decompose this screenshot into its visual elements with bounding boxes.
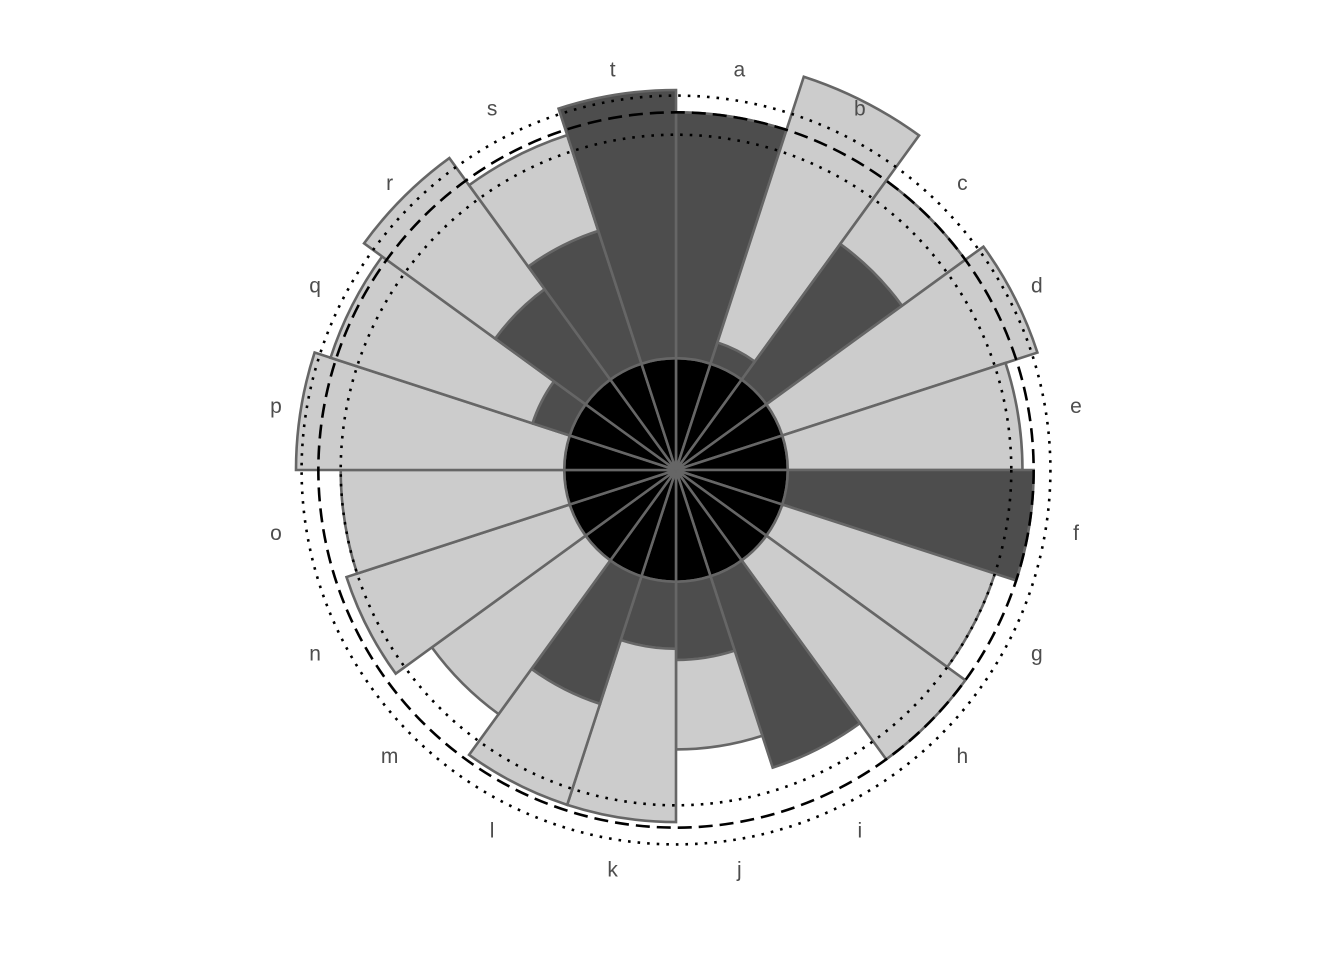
category-label-q: q (309, 275, 321, 298)
category-label-l: l (490, 819, 495, 842)
category-label-p: p (270, 395, 282, 418)
bar-e-segment-3 (780, 361, 1024, 472)
category-label-o: o (270, 522, 282, 545)
category-label-s: s (487, 98, 498, 121)
category-label-j: j (736, 859, 742, 882)
bar-n-segment-3 (344, 502, 588, 676)
bar-t-segment-2 (556, 88, 678, 366)
bar-p-segment-3 (294, 350, 572, 472)
bar-i-segment-2 (708, 558, 862, 770)
category-label-t: t (610, 58, 616, 81)
category-label-f: f (1073, 522, 1079, 545)
category-label-r: r (386, 172, 393, 195)
bar-d-segment-3 (764, 244, 1040, 438)
category-label-b: b (854, 98, 866, 121)
category-label-d: d (1031, 275, 1043, 298)
bar-m-segment-3 (430, 533, 613, 716)
bar-q-segment-3 (328, 254, 556, 426)
category-label-g: g (1031, 642, 1043, 665)
category-label-a: a (734, 58, 746, 81)
bar-l-segment-3 (467, 667, 602, 807)
category-label-e: e (1070, 395, 1082, 418)
reference-circle-dashed-1 (317, 111, 1035, 829)
bars-layer (294, 75, 1040, 824)
category-label-m: m (381, 745, 399, 768)
category-labels-layer: a b c d e f g h i j k l m n o p q r s t (270, 58, 1082, 881)
bar-a-segment-2 (674, 111, 789, 366)
bar-f-segment-2 (780, 468, 1035, 583)
category-label-h: h (957, 745, 969, 768)
bar-r-segment-3 (362, 156, 547, 341)
category-label-k: k (607, 859, 618, 882)
reference-circles-layer (300, 94, 1052, 846)
reference-circle-dotted-2 (339, 133, 1013, 807)
category-label-c: c (957, 172, 968, 195)
category-label-i: i (858, 819, 863, 842)
category-label-n: n (309, 642, 321, 665)
bar-b-segment-3 (715, 75, 921, 364)
reference-circle-dotted-3 (300, 94, 1052, 846)
